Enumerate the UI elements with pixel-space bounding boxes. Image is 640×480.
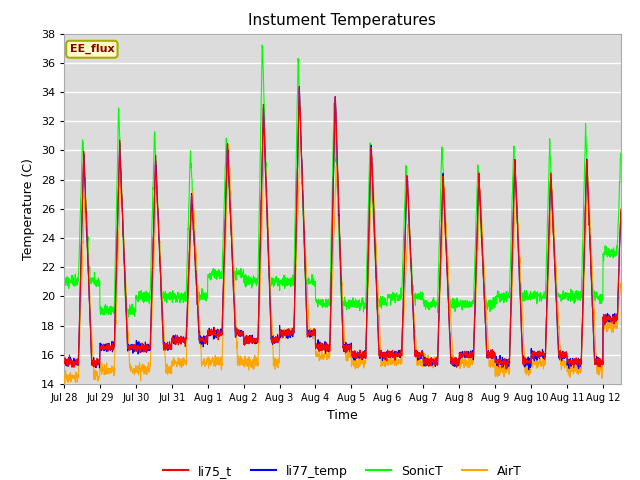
AirT <box>346 355 354 360</box>
AirT <box>598 375 605 381</box>
AirT <box>617 282 625 288</box>
li75_t <box>617 206 625 212</box>
SonicT <box>93 281 100 287</box>
Line: li77_temp: li77_temp <box>64 87 621 370</box>
SonicT <box>259 42 266 48</box>
li77_temp <box>60 359 68 365</box>
SonicT <box>532 291 540 297</box>
Line: li75_t: li75_t <box>64 87 621 369</box>
SonicT <box>346 304 354 310</box>
SonicT <box>410 295 417 301</box>
li77_temp <box>525 367 532 372</box>
li75_t <box>426 356 434 362</box>
li75_t <box>598 361 605 367</box>
SonicT <box>617 150 625 156</box>
Line: AirT: AirT <box>64 138 621 383</box>
SonicT <box>124 314 132 320</box>
li75_t <box>532 352 540 358</box>
li77_temp <box>598 359 605 365</box>
Y-axis label: Temperature (C): Temperature (C) <box>22 158 35 260</box>
AirT <box>297 135 305 141</box>
li77_temp <box>296 84 303 90</box>
AirT <box>426 361 434 367</box>
X-axis label: Time: Time <box>327 408 358 421</box>
li77_temp <box>426 361 434 367</box>
li75_t <box>409 300 417 306</box>
Legend: li75_t, li77_temp, SonicT, AirT: li75_t, li77_temp, SonicT, AirT <box>158 460 527 480</box>
Title: Instument Temperatures: Instument Temperatures <box>248 13 436 28</box>
li77_temp <box>617 210 625 216</box>
li77_temp <box>346 341 354 347</box>
li75_t <box>346 344 354 350</box>
li75_t <box>502 366 510 372</box>
AirT <box>61 380 68 386</box>
SonicT <box>426 303 434 309</box>
Text: EE_flux: EE_flux <box>70 44 114 54</box>
AirT <box>532 360 540 366</box>
AirT <box>410 299 417 304</box>
li77_temp <box>93 360 100 366</box>
li75_t <box>60 360 68 365</box>
AirT <box>93 372 100 378</box>
li75_t <box>93 363 100 369</box>
AirT <box>60 375 68 381</box>
li77_temp <box>532 350 540 356</box>
Line: SonicT: SonicT <box>64 45 621 317</box>
li75_t <box>296 84 303 90</box>
li77_temp <box>409 305 417 311</box>
SonicT <box>60 281 68 287</box>
SonicT <box>598 296 605 302</box>
